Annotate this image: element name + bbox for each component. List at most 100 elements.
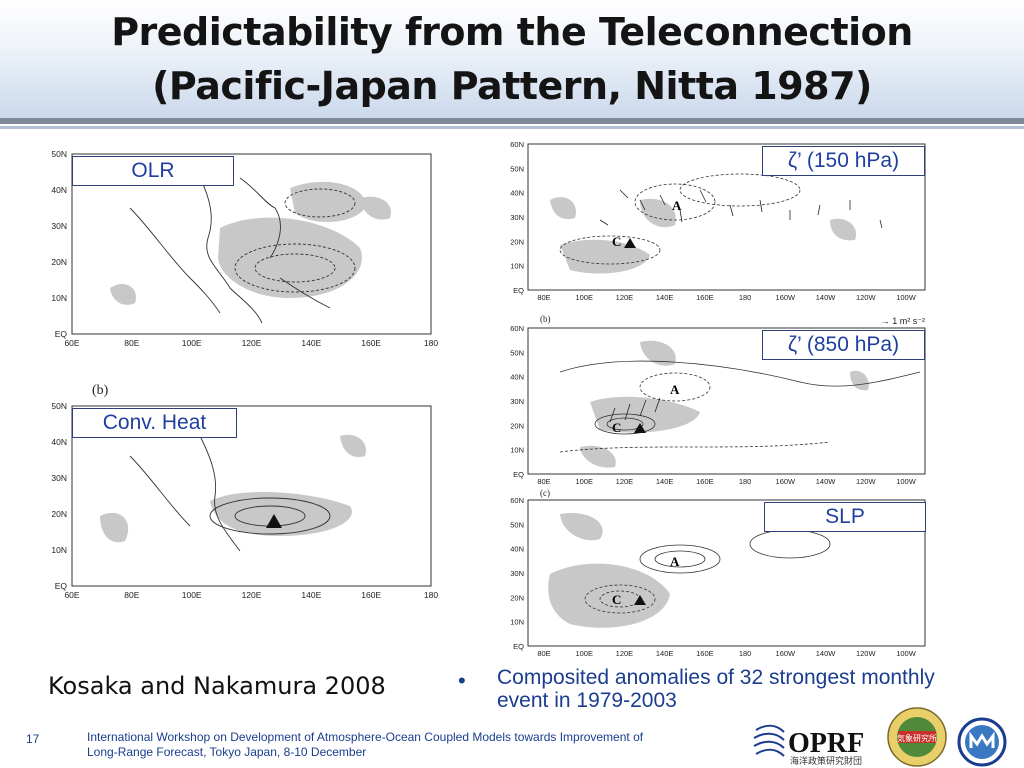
zeta150-contours [559,173,801,265]
tick-label: 140E [301,338,321,348]
title-rule-thin [0,126,1024,129]
olr-shading [110,181,391,305]
triangle-marker-conv [266,514,282,528]
mri-seal-logo: 気象研究所 [887,707,947,767]
tick-label: 80E [124,590,139,600]
tick-label: 80E [537,649,550,658]
tick-label: 80E [124,338,139,348]
tick-label: 20N [510,421,524,430]
tick-label: 180 [424,590,438,600]
olr-contours [234,188,356,293]
seal-text: 気象研究所 [897,733,937,743]
tick-label: 40N [510,373,524,382]
tick-label: 20N [510,593,524,602]
zeta850-contours [559,360,921,453]
tick-label: 120W [856,477,877,486]
panel-b-letter-right: (b) [540,314,551,324]
tick-label: 100E [575,477,593,486]
tick-label: 140E [656,477,674,486]
tick-label: EQ [513,642,524,651]
tick-label: 160W [776,293,797,302]
tick-label: 60N [510,496,524,505]
tick-label: EQ [55,329,68,339]
tick-label: 30N [510,397,524,406]
footer-line2: Long-Range Forecast, Tokyo Japan, 8-10 D… [87,745,367,759]
tick-label: 100W [896,293,917,302]
tick-label: 20N [510,237,524,246]
bullet-point-icon: • [458,668,466,693]
center-c-850: C [612,420,621,435]
tick-label: 20N [51,509,67,519]
olr-coastlines [129,177,331,324]
title-rule [0,118,1024,124]
tick-label: 10N [510,618,524,627]
zeta850-shading [580,340,869,468]
tick-label: 50N [510,348,524,357]
slp-shading [548,513,670,628]
oprf-subtitle: 海洋政策研究財団 [790,755,862,766]
oprf-logo: OPRF 海洋政策研究財団 [753,724,864,766]
tick-label: 10N [510,262,524,271]
tick-label: 40N [510,189,524,198]
tick-label: 60N [510,140,524,149]
page-number: 17 [26,732,40,746]
tick-label: EQ [55,581,68,591]
tick-label: 180 [424,338,438,348]
tick-label: 120W [856,649,877,658]
tick-label: 50N [51,401,67,411]
tick-label: 10N [51,545,67,555]
bullet-text: Composited anomalies of 32 strongest mon… [497,666,935,712]
tick-label: 60E [64,338,79,348]
slp-map: (c) A C 60N 50N 40N 30N 20N 10N EQ 80E 100E 120E… [500,484,930,660]
center-a-850: A [670,382,680,397]
tick-label: 160E [696,293,714,302]
tick-label: 140E [301,590,321,600]
zeta150-shading [550,197,856,274]
tick-label: 100E [575,293,593,302]
tick-label: 40N [51,437,67,447]
footer-line1: International Workshop on Development of… [87,730,644,744]
tick-label: 30N [510,213,524,222]
tick-label: 120E [242,590,262,600]
tick-label: 10N [51,293,67,303]
tick-label: 50N [510,164,524,173]
tick-label: 180 [739,293,752,302]
olr-label: OLR [72,156,234,186]
tick-label: 160W [776,649,797,658]
tick-label: 80E [537,293,550,302]
zeta150-vectors [599,189,883,229]
panel-b-letter-left: (b) [92,383,109,398]
olr-map: 50N 40N 30N 20N 10N EQ 60E 80E 100E 120E 140E 160E… [40,148,444,354]
tick-label: 140W [816,649,837,658]
slide-title-line2: (Pacific-Japan Pattern, Nitta 1987) [152,64,872,108]
zeta-850-label: ζ’ (850 hPa) [762,330,925,360]
tick-label: 20N [51,257,67,267]
center-c-150: C [612,234,621,249]
tick-label: 120W [856,293,877,302]
tick-label: 60E [64,590,79,600]
tick-label: 160E [361,590,381,600]
tick-label: 40N [51,185,67,195]
tick-label: 120E [616,477,634,486]
tick-label: 180 [739,477,752,486]
oprf-wave-icon [753,724,785,757]
conv-heat-label: Conv. Heat [72,408,237,438]
conv-heat-map: (b) 50N 40N 30N 20N 10N EQ 60E 80E 100E 120E 140E… [40,376,444,606]
tick-label: 100E [575,649,593,658]
tick-label: 60N [510,324,524,333]
triangle-marker-850 [634,423,646,433]
tick-label: 140E [656,293,674,302]
tick-label: EQ [513,470,524,479]
tick-label: 140E [656,649,674,658]
title-band [0,0,1024,118]
tick-label: 30N [51,221,67,231]
center-a-slp: A [670,554,680,569]
oprf-wordmark: OPRF [788,728,864,759]
tick-label: 30N [510,569,524,578]
tick-label: EQ [513,286,524,295]
triangle-marker-slp [634,595,646,605]
tick-label: 80E [537,477,550,486]
conv-shading [100,434,366,543]
zeta-150-label: ζ’ (150 hPa) [762,146,925,176]
tick-label: 180 [739,649,752,658]
